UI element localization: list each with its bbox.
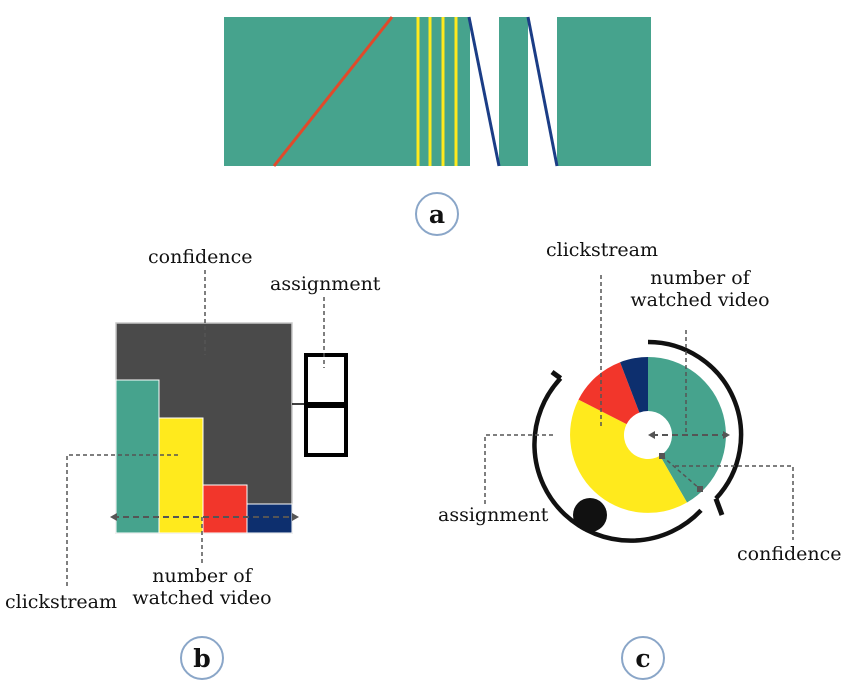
clickstream-bar bbox=[115, 379, 160, 534]
arrow-head-left bbox=[648, 431, 655, 439]
clickstream-label-c: clickstream bbox=[546, 239, 659, 261]
ring-tick bbox=[713, 497, 725, 516]
assignment-label-c: assignment bbox=[438, 504, 549, 526]
watched-video-label: number of watched video bbox=[132, 565, 272, 610]
navy-bar bbox=[246, 503, 293, 534]
confidence-ring-arc bbox=[647, 339, 744, 501]
confidence-marker bbox=[659, 453, 665, 459]
navy-wedge bbox=[620, 357, 648, 413]
watched-video-line1-c: number of bbox=[650, 267, 750, 289]
confidence-inner-leader bbox=[661, 455, 701, 490]
ring-tick bbox=[550, 369, 563, 381]
assignment-box-top bbox=[304, 353, 348, 406]
confidence-label: confidence bbox=[148, 246, 253, 268]
arrow-head-right bbox=[292, 513, 299, 521]
band-segment bbox=[224, 17, 470, 166]
watched-video-line2-c: watched video bbox=[630, 288, 770, 311]
yellow-wedge bbox=[570, 399, 687, 513]
panel-a-badge: a bbox=[415, 192, 459, 236]
panel-b-badge: b bbox=[180, 636, 224, 680]
yellow-bar bbox=[158, 417, 204, 534]
assignment-dot bbox=[573, 498, 607, 532]
watched-video-label-c: number of watched video bbox=[620, 267, 780, 312]
arrow-head-left bbox=[110, 513, 117, 521]
band-segment bbox=[557, 17, 651, 166]
clickstream-label: clickstream bbox=[5, 591, 118, 613]
red-bar bbox=[202, 484, 248, 534]
panel-b-glyph bbox=[66, 270, 348, 588]
panel-c-glyph bbox=[484, 275, 794, 543]
confidence-label-c: confidence bbox=[737, 543, 842, 565]
red-stripe bbox=[272, 16, 394, 167]
assignment-ring-arc bbox=[532, 376, 703, 543]
band-segment bbox=[499, 17, 528, 166]
assignment-label: assignment bbox=[270, 273, 381, 295]
arrow-head-right bbox=[723, 431, 730, 439]
assignment-box-bottom bbox=[304, 404, 348, 457]
panel-c-badge: c bbox=[621, 636, 665, 680]
clickstream-leader bbox=[66, 454, 178, 588]
red-wedge bbox=[578, 362, 640, 425]
confidence-marker bbox=[697, 486, 703, 492]
panel-a-band bbox=[224, 16, 651, 167]
blue-stripe bbox=[467, 16, 501, 167]
blue-stripe bbox=[526, 16, 559, 167]
watched-video-line2: watched video bbox=[132, 586, 272, 609]
watched-video-line1: number of bbox=[152, 565, 252, 587]
assignment-leader bbox=[484, 434, 553, 505]
